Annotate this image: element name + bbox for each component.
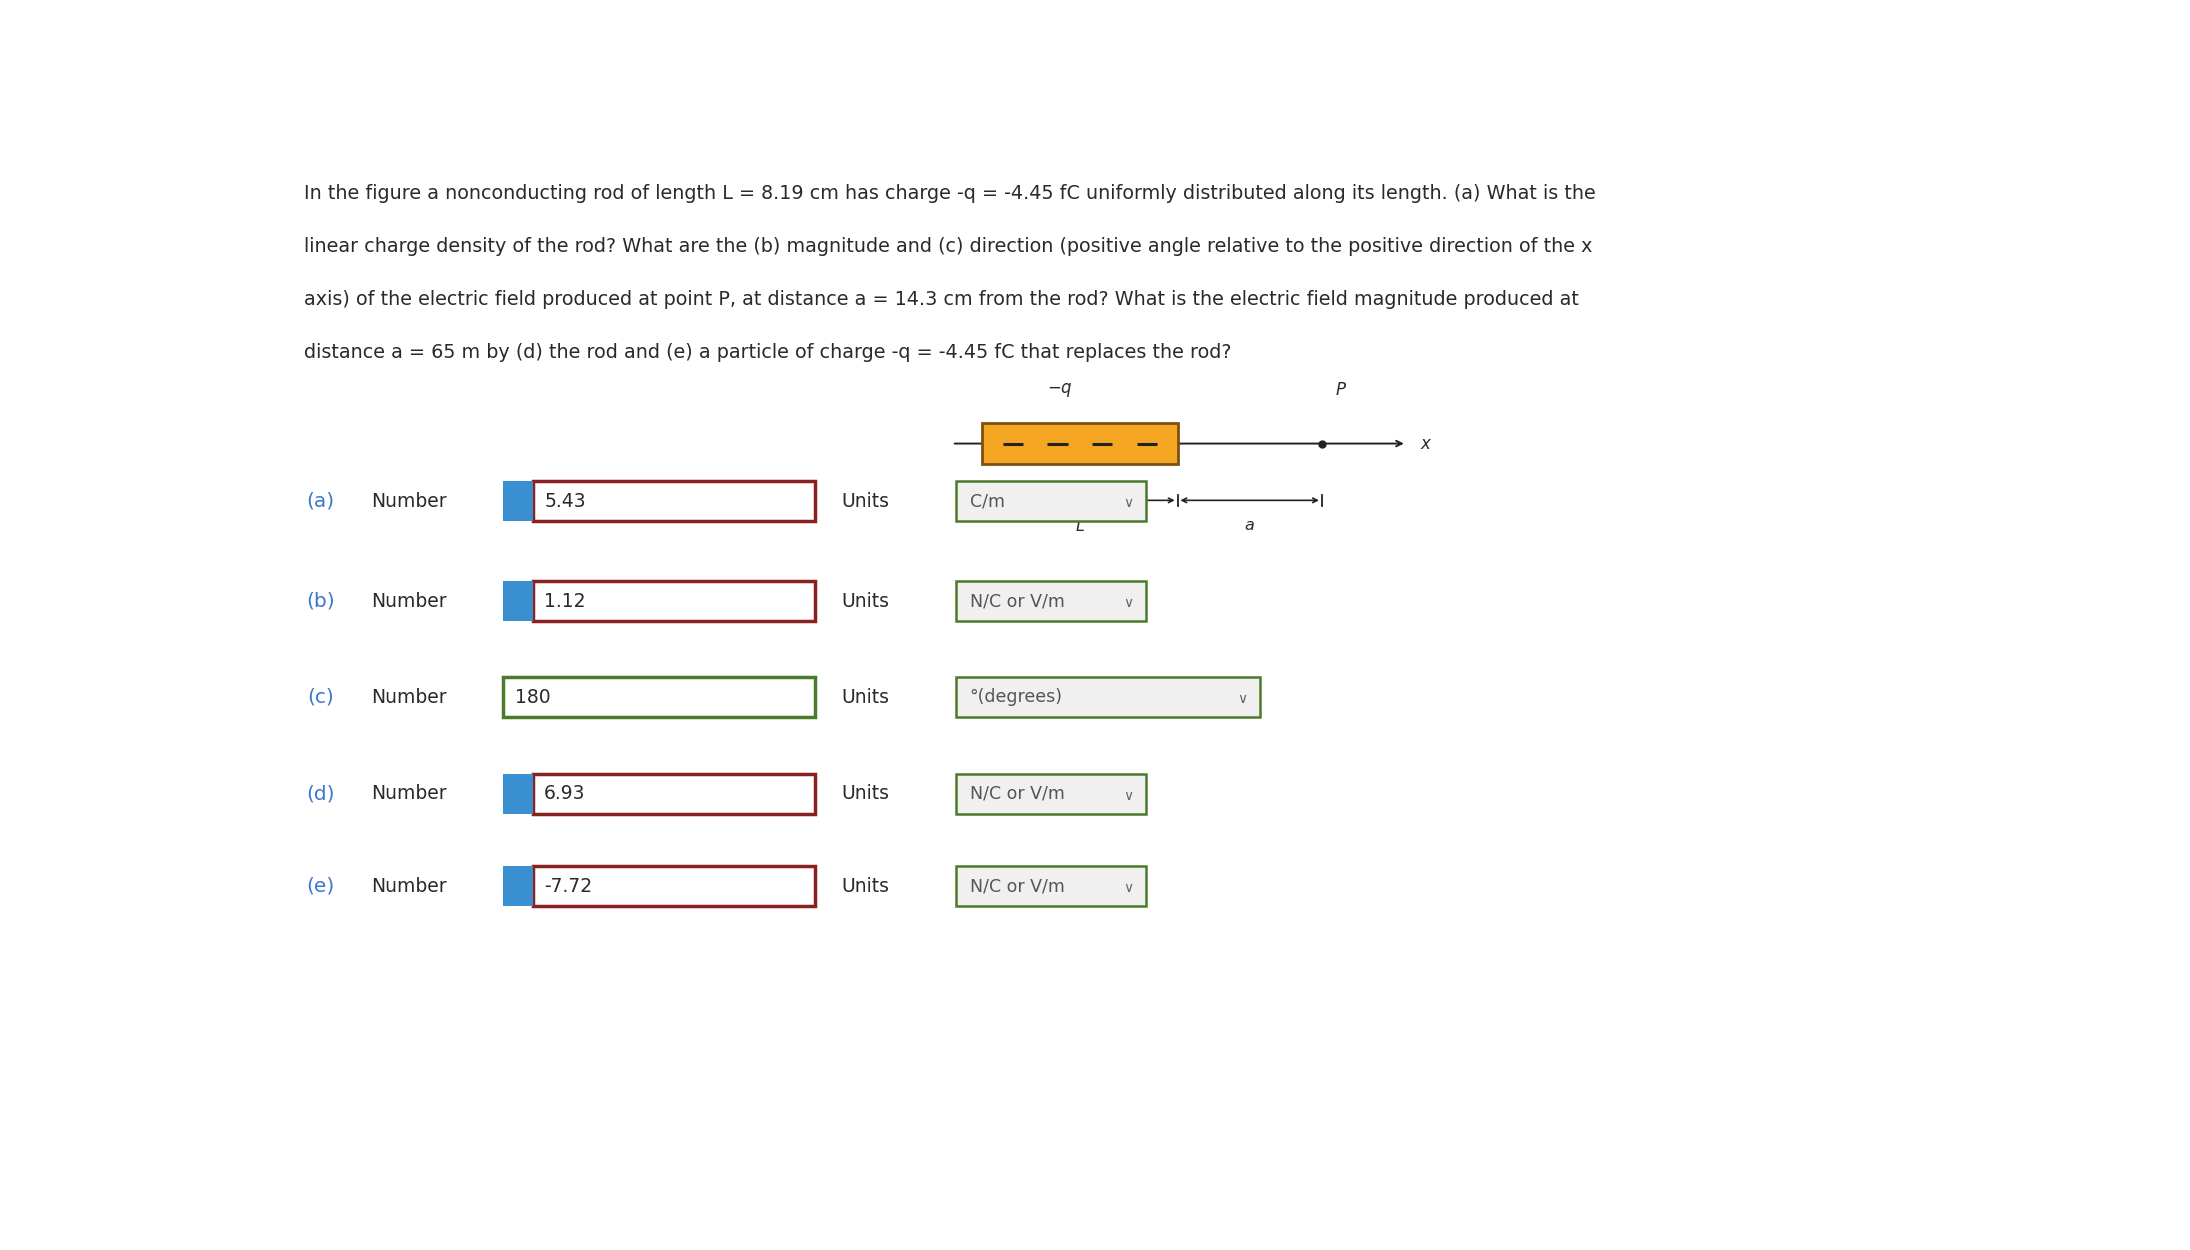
Bar [983,424,1178,464]
Bar [955,774,1145,814]
Bar [504,678,815,717]
Text: (a): (a) [307,491,335,510]
Text: In the figure a nonconducting rod of length L = 8.19 cm has charge -q = -4.45 fC: In the figure a nonconducting rod of len… [304,184,1597,203]
Text: i: i [515,878,521,895]
Text: $P$: $P$ [1336,381,1347,399]
Text: 1.12: 1.12 [545,591,585,611]
Text: $L$: $L$ [1075,518,1084,534]
Text: Number: Number [372,688,447,707]
Text: Units: Units [841,876,889,895]
Text: distance a = 65 m by (d) the rod and (e) a particle of charge -q = -4.45 fC that: distance a = 65 m by (d) the rod and (e)… [304,342,1231,361]
Bar [955,866,1145,906]
Text: i: i [515,592,521,610]
Text: (d): (d) [307,784,335,804]
Text: Units: Units [841,688,889,707]
Text: 6.93: 6.93 [545,784,585,804]
Text: C/m: C/m [970,492,1005,510]
Text: N/C or V/m: N/C or V/m [970,592,1064,610]
Text: Units: Units [841,591,889,611]
Text: i: i [515,785,521,802]
Text: ∨: ∨ [1123,789,1134,802]
Bar [504,481,532,521]
Text: (c): (c) [307,688,333,707]
Text: (e): (e) [307,876,335,895]
Text: Number: Number [372,876,447,895]
Text: $x$: $x$ [1421,435,1432,452]
Text: N/C or V/m: N/C or V/m [970,878,1064,895]
Text: i: i [515,492,521,510]
Text: linear charge density of the rod? What are the (b) magnitude and (c) direction (: linear charge density of the rod? What a… [304,236,1592,256]
Text: °(degrees): °(degrees) [970,689,1062,706]
Text: ∨: ∨ [1123,596,1134,610]
Bar [955,678,1259,717]
Bar [504,774,532,814]
Bar [532,866,815,906]
Text: ∨: ∨ [1237,693,1248,706]
Text: N/C or V/m: N/C or V/m [970,785,1064,802]
Text: Units: Units [841,784,889,804]
Text: axis) of the electric field produced at point P, at distance a = 14.3 cm from th: axis) of the electric field produced at … [304,290,1579,309]
Text: ∨: ∨ [1123,881,1134,895]
Bar [532,581,815,621]
Text: Number: Number [372,491,447,510]
Text: Number: Number [372,784,447,804]
Text: ∨: ∨ [1123,496,1134,510]
Text: 180: 180 [515,688,550,707]
Bar [532,774,815,814]
Text: 5.43: 5.43 [545,491,587,510]
Bar [955,481,1145,521]
Text: $a$: $a$ [1244,518,1255,532]
Bar [504,581,532,621]
Text: $-q$: $-q$ [1047,381,1073,399]
Text: Units: Units [841,491,889,510]
Bar [504,866,532,906]
Text: -7.72: -7.72 [545,876,591,895]
Bar [532,481,815,521]
Text: Number: Number [372,591,447,611]
Text: (b): (b) [307,591,335,611]
Bar [955,581,1145,621]
